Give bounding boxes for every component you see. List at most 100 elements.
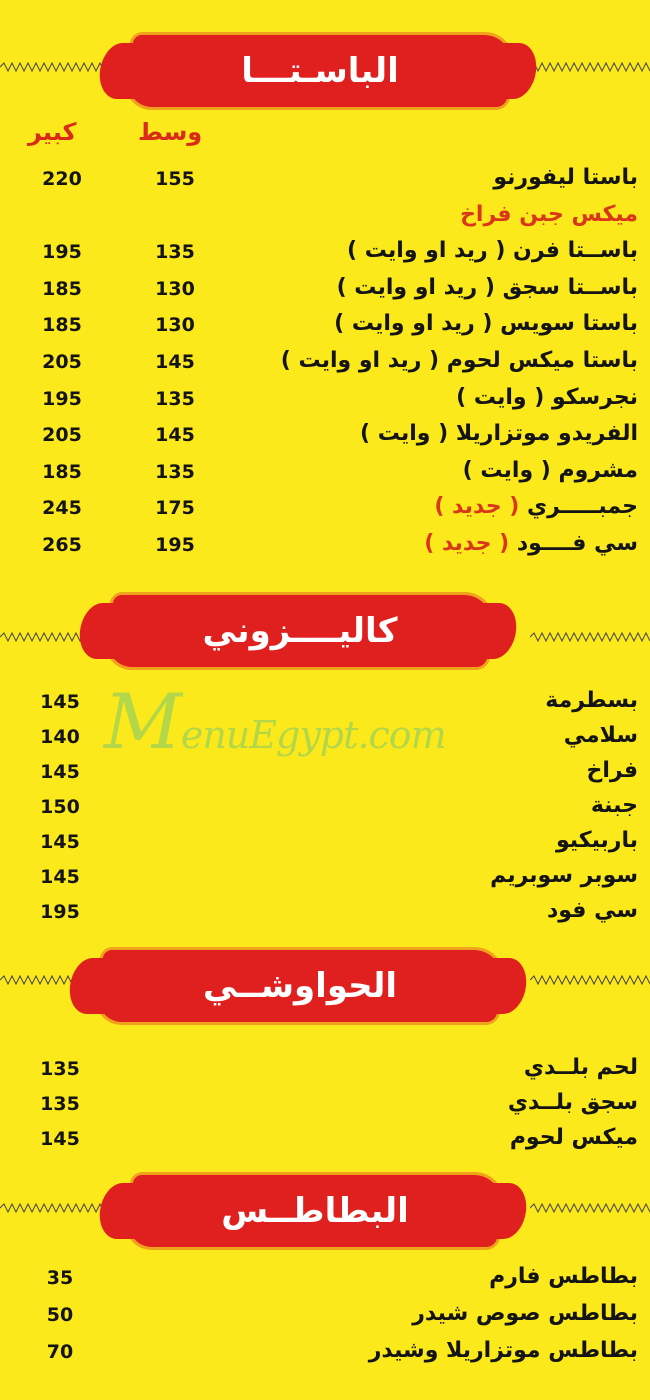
price: 145 xyxy=(40,761,80,783)
price-medium: 155 xyxy=(155,168,195,190)
item-name-text: باســتا فرن ( ريد او وايت ) xyxy=(347,238,638,264)
item-name: بطاطس فارم xyxy=(489,1264,638,1289)
item-name: فراخ xyxy=(587,758,639,783)
price-large: 205 xyxy=(42,351,82,373)
price-large: 195 xyxy=(42,241,82,264)
item-name: سي فــــود ( جديد ) xyxy=(424,531,638,556)
item-name-text: جبنة xyxy=(590,793,638,818)
item-name-text: نجرسكو ( وايت ) xyxy=(456,384,638,410)
item-name: سلامي xyxy=(564,723,638,748)
section-banner: البطاطــس xyxy=(126,1175,504,1247)
item-name-text: سلامي xyxy=(563,723,638,748)
section-title: كاليــــزوني xyxy=(202,611,398,651)
price-large: 185 xyxy=(42,277,82,300)
item-name-text: سجق بلــدي xyxy=(507,1090,638,1115)
item-name-text: سوبر سوبريم xyxy=(490,863,638,888)
item-name: سي فود xyxy=(547,898,638,923)
price-medium: 175 xyxy=(155,497,195,520)
price-large: 195 xyxy=(42,387,82,410)
watermark: MenuEgypt.com xyxy=(104,684,447,760)
item-name-text: بطاطس موتزاريلا وشيدر xyxy=(368,1338,638,1363)
price: 145 xyxy=(40,691,80,713)
price: 135 xyxy=(40,1058,80,1080)
item-name-text: باســتا سجق ( ريد او وايت ) xyxy=(336,274,638,300)
price: 135 xyxy=(40,1093,80,1115)
price: 150 xyxy=(40,796,80,818)
zigzag-divider-left xyxy=(0,1203,110,1213)
item-name-text: بطاطس فارم xyxy=(489,1264,638,1289)
item-name: مشروم ( وايت ) xyxy=(463,458,638,483)
item-name: باربيكيو xyxy=(556,828,638,853)
item-name: باســتا سجق ( ريد او وايت ) xyxy=(337,275,638,300)
item-name-text: فراخ xyxy=(586,758,639,783)
price: 70 xyxy=(46,1341,74,1363)
price-medium: 130 xyxy=(155,277,195,300)
item-name: جمبـــــري ( جديد ) xyxy=(434,494,638,519)
item-name: باستا سويس ( ريد او وايت ) xyxy=(334,311,638,336)
item-name: سوبر سوبريم xyxy=(490,863,638,888)
watermark-text: enuEgypt.com xyxy=(180,713,447,757)
price-medium: 145 xyxy=(155,351,195,373)
item-name-text: ميكس جبن فراخ xyxy=(460,201,638,227)
price: 140 xyxy=(40,726,80,748)
zigzag-divider-right xyxy=(530,1203,650,1213)
section-title: الباسـتـــا xyxy=(241,51,399,91)
item-name: باســتا فرن ( ريد او وايت ) xyxy=(347,238,638,263)
new-badge: ( جديد ) xyxy=(424,531,510,556)
price-medium: 135 xyxy=(155,387,195,410)
price-large: 265 xyxy=(42,534,82,556)
zigzag-divider-right xyxy=(530,632,650,642)
item-name-text: باستا ميكس لحوم ( ريد او وايت ) xyxy=(280,348,638,373)
item-name: باستا ميكس لحوم ( ريد او وايت ) xyxy=(281,348,638,373)
item-name: جبنة xyxy=(591,793,638,818)
section-title: البطاطــس xyxy=(221,1191,409,1231)
price-medium: 195 xyxy=(155,534,195,556)
item-name-text: بسطرمة xyxy=(545,688,638,713)
item-name-text: ميكس لحوم xyxy=(509,1125,638,1150)
item-name: ميكس جبن فراخ xyxy=(460,202,638,227)
zigzag-divider-left xyxy=(0,62,110,72)
price: 145 xyxy=(40,1128,80,1150)
section-banner: الحواوشــي xyxy=(96,950,504,1022)
item-name: لحم بلــدي xyxy=(524,1055,638,1080)
item-name-text: باربيكيو xyxy=(556,828,638,853)
item-name-text: مشروم ( وايت ) xyxy=(462,457,638,483)
price-large: 245 xyxy=(42,497,82,520)
item-name-text: لحم بلــدي xyxy=(523,1055,638,1080)
price-large: 185 xyxy=(42,460,82,483)
item-name: بطاطس موتزاريلا وشيدر xyxy=(369,1338,638,1363)
item-name-text: جمبـــــري xyxy=(526,494,638,520)
price-medium: 135 xyxy=(155,241,195,264)
zigzag-divider-right xyxy=(530,975,650,985)
item-name: ميكس لحوم xyxy=(510,1125,638,1150)
price-large: 185 xyxy=(42,314,82,337)
item-name: سجق بلــدي xyxy=(508,1090,638,1115)
price: 35 xyxy=(46,1267,74,1289)
price-large: 220 xyxy=(42,168,82,190)
item-name: باستا ليفورنو xyxy=(493,165,638,190)
column-header-medium: وسط xyxy=(138,118,203,146)
price-medium: 135 xyxy=(155,460,195,483)
price-medium: 130 xyxy=(155,314,195,337)
item-name-text: بطاطس صوص شيدر xyxy=(412,1301,638,1326)
price-medium: 145 xyxy=(155,424,195,447)
section-banner: الباسـتـــا xyxy=(126,35,514,107)
column-header-large: كبير xyxy=(28,118,77,146)
item-name: الفريدو موتزاريلا ( وايت ) xyxy=(360,421,638,446)
price: 145 xyxy=(40,866,80,888)
price-large: 205 xyxy=(42,424,82,447)
section-title: الحواوشــي xyxy=(202,966,398,1006)
zigzag-divider-right xyxy=(530,62,650,72)
item-name: نجرسكو ( وايت ) xyxy=(456,385,638,410)
item-name-text: باستا سويس ( ريد او وايت ) xyxy=(334,311,638,337)
item-name: بسطرمة xyxy=(545,688,638,713)
price: 195 xyxy=(40,901,80,923)
item-name-text: سي فود xyxy=(546,898,638,923)
watermark-logo-letter: M xyxy=(104,677,182,766)
item-name-text: سي فــــود xyxy=(516,531,638,556)
price: 145 xyxy=(40,831,80,853)
section-banner: كاليــــزوني xyxy=(106,595,494,667)
price: 50 xyxy=(46,1304,74,1326)
item-name: بطاطس صوص شيدر xyxy=(412,1301,638,1326)
item-name-text: باستا ليفورنو xyxy=(493,165,638,190)
